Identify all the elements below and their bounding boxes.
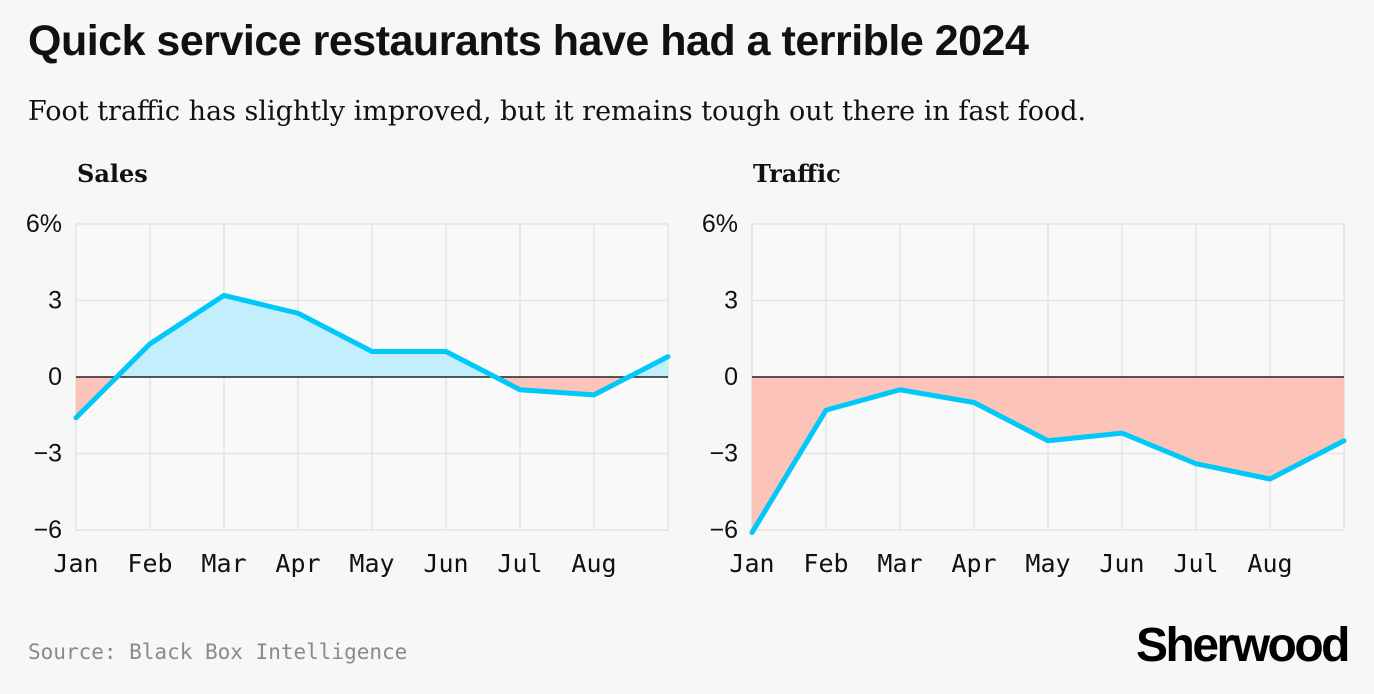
x-tick-label: May — [1025, 549, 1070, 578]
chart-subtitle: Foot traffic has slightly improved, but … — [28, 96, 1087, 127]
area-positive — [76, 295, 668, 377]
y-tick-label: −6 — [709, 516, 738, 544]
source-note: Source: Black Box Intelligence — [28, 640, 408, 664]
x-tick-label: Mar — [201, 549, 246, 578]
area-negative — [752, 377, 1344, 530]
x-tick-label: Jan — [729, 549, 774, 578]
panel-title: Sales — [77, 159, 148, 188]
x-tick-label: Jul — [1173, 549, 1218, 578]
y-tick-label: 6% — [26, 210, 62, 238]
panel-title: Traffic — [753, 159, 841, 188]
x-tick-label: Apr — [275, 549, 320, 578]
y-tick-label: −3 — [709, 440, 738, 468]
y-tick-label: 6% — [702, 210, 738, 238]
x-tick-label: Apr — [951, 549, 996, 578]
x-tick-label: May — [349, 549, 394, 578]
y-tick-label: 0 — [48, 363, 62, 391]
y-tick-label: −6 — [33, 516, 62, 544]
x-tick-label: Aug — [1247, 549, 1292, 578]
x-tick-label: Feb — [803, 549, 848, 578]
x-tick-label: Jul — [497, 549, 542, 578]
chart-title: Quick service restaurants have had a ter… — [28, 17, 1029, 65]
x-tick-label: Jun — [1099, 549, 1144, 578]
x-tick-label: Jun — [423, 549, 468, 578]
y-tick-label: −3 — [33, 440, 62, 468]
chart-panel-traffic: Traffic 6% 3 0 −3 −6 Jan Feb Mar Apr May Jun Jul Aug — [702, 159, 1347, 578]
sherwood-logo: Sherwood — [1135, 619, 1351, 672]
chart-panel-sales: Sales 6% 3 0 −3 −6 Jan Feb Mar Apr May Jun Jul Aug — [26, 159, 671, 578]
y-tick-label: 0 — [724, 363, 738, 391]
y-tick-label: 3 — [48, 287, 62, 315]
y-tick-label: 3 — [724, 287, 738, 315]
x-tick-label: Jan — [53, 549, 98, 578]
x-tick-label: Feb — [127, 549, 172, 578]
x-tick-label: Mar — [877, 549, 922, 578]
x-tick-label: Aug — [571, 549, 616, 578]
